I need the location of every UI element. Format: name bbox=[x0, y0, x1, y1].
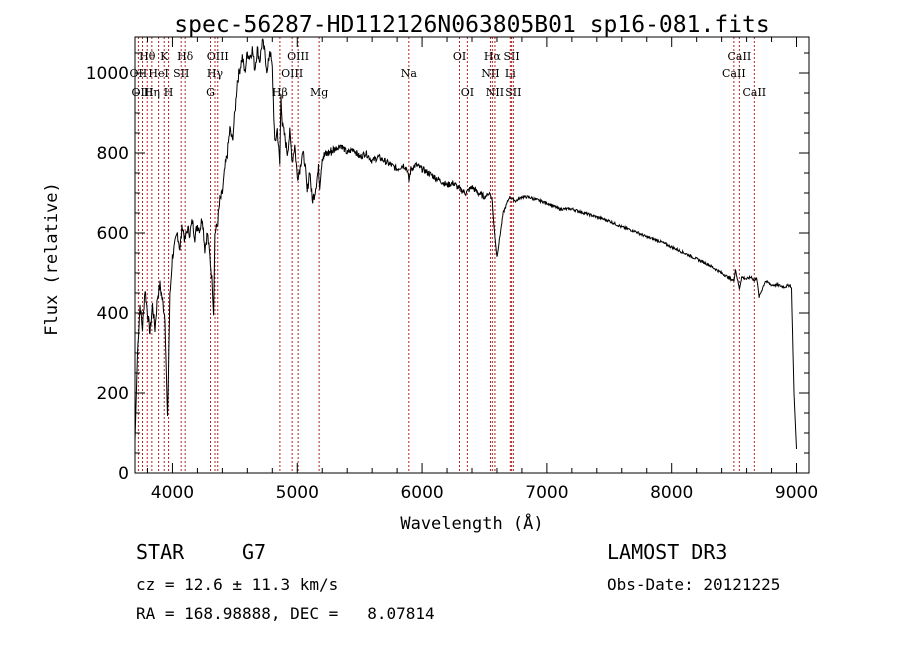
spectral-line-label: Hβ bbox=[272, 86, 288, 99]
spectral-line-label: Hα bbox=[484, 50, 502, 63]
spectral-line-label: OIII bbox=[131, 86, 153, 99]
object-subclass: G7 bbox=[242, 540, 267, 564]
x-tick-label: 8000 bbox=[650, 483, 693, 503]
spectral-line-label: K bbox=[160, 50, 169, 63]
spectrum-series-line bbox=[134, 38, 797, 450]
spectral-line-label: OI bbox=[461, 86, 474, 99]
y-tick-label: 0 bbox=[118, 464, 129, 484]
y-tick-label: 600 bbox=[97, 224, 129, 244]
spectral-line-label: Li bbox=[505, 67, 516, 80]
spectral-line-label: NII bbox=[486, 86, 504, 99]
x-tick-label: 5000 bbox=[276, 483, 319, 503]
y-axis-label: Flux (relative) bbox=[42, 182, 62, 336]
spectral-line-label: Hγ bbox=[207, 67, 224, 80]
spectral-line-label: OIII bbox=[287, 50, 309, 63]
object-class: STAR bbox=[136, 540, 185, 564]
spectral-line-label: SII bbox=[173, 67, 189, 80]
velocity-readout: cz = 12.6 ± 11.3 km/s bbox=[136, 575, 339, 594]
spectral-line-label: H bbox=[164, 86, 174, 99]
obs-date: Obs-Date: 20121225 bbox=[607, 575, 781, 594]
spectral-line-label: HeI bbox=[148, 67, 168, 80]
x-tick-label: 9000 bbox=[775, 483, 818, 503]
survey-name: LAMOST DR3 bbox=[607, 540, 728, 564]
y-tick-label: 400 bbox=[97, 304, 129, 324]
spectral-line-label: OIII bbox=[281, 67, 303, 80]
x-tick-label: 6000 bbox=[400, 483, 443, 503]
spectral-line-label: OI bbox=[453, 50, 466, 63]
spectral-line-label: CaII bbox=[728, 50, 752, 63]
axis-ticks bbox=[135, 37, 809, 474]
spectral-line-label: CaII bbox=[742, 86, 766, 99]
axis-tick-labels: 4000 5000 6000 7000 8000 9000 0 200 400 600 800 100… bbox=[86, 64, 818, 503]
spectral-line-label: G bbox=[206, 86, 215, 99]
coordinates-readout: RA = 168.98888, DEC = 8.07814 bbox=[136, 604, 435, 623]
chart-title: spec-56287-HD112126N063805B01_sp16-081.f… bbox=[174, 12, 769, 38]
y-tick-label: 200 bbox=[97, 384, 129, 404]
x-tick-label: 7000 bbox=[525, 483, 568, 503]
spectral-line-label: Mg bbox=[310, 86, 328, 99]
spectral-line-label: Hδ bbox=[177, 50, 194, 63]
spectral-line-label: NII bbox=[481, 67, 499, 80]
spectral-line-label: SII bbox=[505, 86, 521, 99]
y-tick-label: 1000 bbox=[86, 64, 129, 84]
spectral-line-label: CaII bbox=[722, 67, 746, 80]
spectral-line-label: SII bbox=[503, 50, 519, 63]
spectral-line-label: Hθ bbox=[139, 50, 156, 63]
spectral-line-label: OIII bbox=[207, 50, 229, 63]
y-tick-label: 800 bbox=[97, 144, 129, 164]
x-axis-label: Wavelength (Å) bbox=[400, 512, 543, 534]
x-tick-label: 4000 bbox=[151, 483, 194, 503]
spectral-line-label: Hη bbox=[144, 86, 160, 99]
spectral-line-label: Na bbox=[401, 67, 418, 80]
